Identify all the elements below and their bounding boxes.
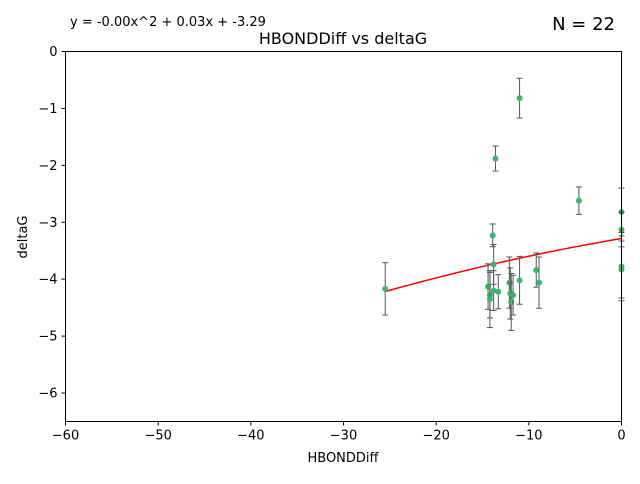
fit-curve [384, 237, 622, 293]
data-point [516, 255, 523, 305]
x-tick-label: −20 [422, 429, 449, 444]
x-axis-label: HBONDDiff [307, 451, 379, 466]
point-marker [533, 267, 540, 274]
data-point [510, 274, 517, 316]
data-point [490, 270, 497, 311]
x-tick-label: −30 [330, 429, 357, 444]
y-tick-label: −2 [38, 159, 57, 174]
data-point [489, 223, 496, 248]
y-tick-label: −6 [38, 387, 57, 402]
point-marker [492, 155, 499, 162]
point-marker [486, 296, 493, 303]
y-tick-label: −1 [38, 102, 57, 117]
x-tick-label: −50 [144, 429, 171, 444]
point-marker [489, 232, 496, 239]
x-tick-label: 0 [617, 429, 625, 444]
data-point [492, 145, 499, 172]
y-tick-label: −5 [38, 330, 57, 345]
x-tick-label: −40 [237, 429, 264, 444]
point-marker [495, 288, 502, 295]
chart-title: HBONDDiff vs deltaG [259, 29, 427, 48]
x-tick-label: −60 [52, 429, 79, 444]
point-marker [382, 285, 389, 292]
y-tick-label: 0 [49, 45, 57, 60]
data-point [382, 262, 389, 316]
data-point [486, 270, 493, 329]
data-point [533, 252, 540, 288]
data-point [495, 274, 502, 310]
point-marker [510, 292, 517, 299]
axis-ticks: −60 −50 −40 −30 −20 −10 0−6−5−4−3−2−10 [38, 45, 625, 444]
data-point [536, 256, 543, 309]
point-marker [516, 277, 523, 284]
y-tick-label: −4 [38, 273, 57, 288]
y-tick-label: −3 [38, 216, 57, 231]
point-marker [516, 95, 523, 102]
data-point [516, 77, 523, 119]
data-point [575, 186, 582, 215]
count-label: N = 22 [552, 14, 615, 35]
point-marker [490, 287, 497, 294]
y-axis-label: deltaG [16, 216, 31, 259]
x-tick-label: −10 [515, 429, 542, 444]
equation-label: y = -0.00x^2 + 0.03x + -3.29 [70, 15, 266, 30]
point-marker [536, 279, 543, 286]
point-marker [490, 261, 497, 268]
plot-frame [65, 51, 622, 422]
fit-curve-layer [384, 237, 622, 293]
point-marker [575, 197, 582, 204]
